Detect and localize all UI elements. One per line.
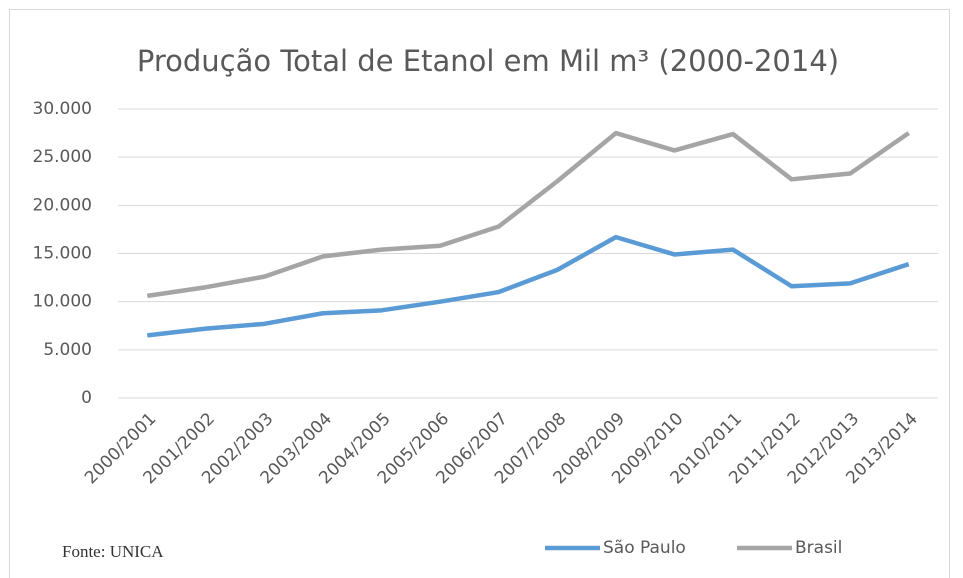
y-tick-label: 0	[81, 388, 92, 408]
legend-label: São Paulo	[603, 538, 686, 558]
chart-title: Produção Total de Etanol em Mil m³ (2000…	[137, 44, 839, 78]
y-tick-label: 5.000	[43, 340, 92, 360]
y-tick-label: 20.000	[33, 195, 92, 215]
y-tick-label: 25.000	[33, 147, 92, 167]
series-line	[146, 130, 910, 299]
series-line	[147, 234, 910, 338]
source-note: Fonte: UNICA	[62, 542, 164, 561]
legend-label: Brasil	[795, 538, 842, 558]
y-tick-label: 10.000	[33, 292, 92, 312]
y-tick-label: 15.000	[33, 244, 92, 264]
y-tick-label: 30.000	[33, 99, 92, 119]
